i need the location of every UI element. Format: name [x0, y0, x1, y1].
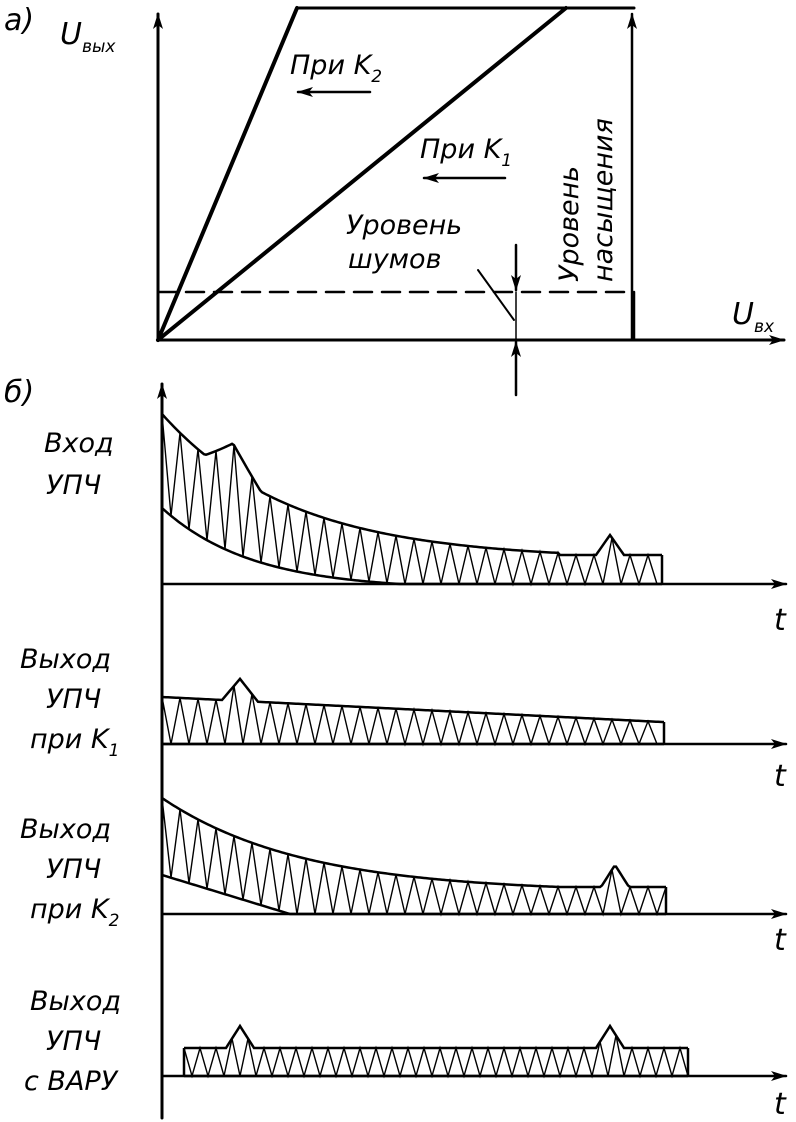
envelope-top	[184, 1023, 688, 1050]
noise-label-line2: шумов	[348, 244, 442, 275]
track-2-label: Выход УПЧ при K1	[20, 644, 119, 761]
svg-text:при K1: при K1	[30, 724, 119, 761]
track-3-t-label: t	[774, 923, 787, 958]
envelope-top	[161, 796, 666, 889]
carrier-zigzag	[183, 1035, 689, 1079]
svg-text:УПЧ: УПЧ	[46, 1026, 101, 1057]
svg-text:Уровень: Уровень	[554, 166, 585, 282]
carrier-zigzag	[161, 685, 658, 747]
svg-text:УПЧ: УПЧ	[46, 854, 101, 885]
svg-text:при K2: при K2	[30, 894, 119, 931]
track-3-label: Выход УПЧ при K2	[20, 814, 119, 931]
panel-a-tag: а)	[4, 3, 34, 38]
track-2-t-label: t	[774, 759, 787, 794]
carrier-zigzag	[161, 413, 658, 587]
noise-leader	[477, 269, 515, 321]
track-1-label: Вход УПЧ	[44, 428, 114, 501]
svg-text:Выход: Выход	[20, 644, 111, 675]
curve-k1	[156, 6, 568, 342]
panel-b: б) Вход УПЧ Выход УПЧ при K1 Выход УПЧ п…	[4, 375, 788, 1122]
curve-k1-label: При K1	[420, 134, 512, 171]
envelope-bottom	[161, 507, 662, 586]
curve-k2	[156, 6, 299, 342]
panel-a: а) Uвых Uвх При K2 При K1 Уровень шумов …	[4, 3, 786, 397]
track-1-t-label: t	[774, 603, 787, 638]
saturation-label: Уровень насыщения	[554, 118, 619, 282]
carrier-zigzag	[161, 797, 667, 917]
track-1-waveform	[160, 413, 664, 587]
svg-text:с ВАРУ: с ВАРУ	[24, 1066, 119, 1097]
y-axis-label: Uвых	[60, 17, 116, 57]
x-axis-label: Uвх	[732, 297, 775, 337]
track-4-waveform	[182, 1023, 690, 1079]
svg-text:Выход: Выход	[20, 814, 111, 845]
envelope-bottom	[161, 873, 666, 916]
track-4-label: Выход УПЧ с ВАРУ	[24, 986, 121, 1097]
envelope-top	[161, 413, 662, 557]
svg-text:УПЧ: УПЧ	[46, 470, 101, 501]
svg-text:насыщения: насыщения	[588, 118, 619, 282]
svg-text:УПЧ: УПЧ	[46, 684, 101, 715]
svg-text:Выход: Выход	[30, 986, 121, 1017]
svg-text:Вход: Вход	[44, 428, 114, 459]
track-4-t-label: t	[774, 1087, 787, 1122]
envelope-top	[161, 676, 664, 724]
track-3-waveform	[160, 796, 668, 917]
track-2-waveform	[160, 676, 666, 747]
panel-b-tag: б)	[4, 375, 34, 410]
curve-k2-label: При K2	[290, 50, 382, 87]
noise-label-line1: Уровень	[346, 210, 462, 241]
